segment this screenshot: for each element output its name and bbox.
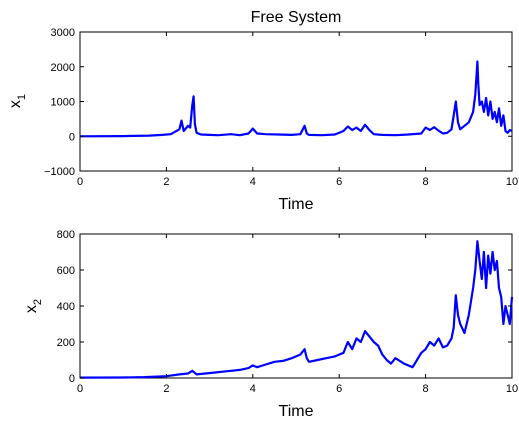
x2-xticks: 0 2 4 6 8 10 — [77, 234, 518, 395]
ytick-label: 2000 — [51, 62, 75, 74]
x1-ylabel-subscript: 1 — [16, 94, 28, 100]
ytick-label: 0 — [69, 373, 75, 385]
ytick-label: 800 — [57, 229, 75, 241]
x1-axes-box — [79, 31, 513, 172]
xtick-label: 0 — [77, 383, 83, 395]
ytick-label: 1000 — [51, 97, 75, 109]
xtick-label: 2 — [163, 176, 169, 188]
xtick-label: 6 — [336, 383, 342, 395]
ytick-label: 600 — [57, 265, 75, 277]
xtick-label: 8 — [423, 383, 429, 395]
figure-title: Free System — [251, 9, 342, 26]
x2-ylabel-subscript: 2 — [32, 299, 44, 305]
x2-axes-box — [79, 233, 513, 379]
x2-xlabel: Time — [279, 403, 314, 420]
xtick-label: 10 — [506, 176, 518, 188]
ytick-label: 400 — [57, 301, 75, 313]
x1-xlabel: Time — [279, 196, 314, 213]
x2-series-line — [79, 240, 514, 379]
xtick-label: 8 — [423, 176, 429, 188]
x1-xticks: 0 2 4 6 8 10 — [77, 32, 518, 188]
x2-yticks: 800 600 400 200 0 — [57, 229, 512, 385]
x2-ylabel: x2 — [23, 299, 44, 313]
xtick-label: 0 — [77, 176, 83, 188]
xtick-label: 4 — [250, 383, 256, 395]
xtick-label: 4 — [250, 176, 256, 188]
ytick-label: 3000 — [51, 27, 75, 39]
xtick-label: 10 — [506, 383, 518, 395]
x1-series-line — [79, 60, 513, 138]
ytick-label: 200 — [57, 337, 75, 349]
x1-yticks: 3000 2000 1000 0 −1000 — [44, 27, 512, 178]
xtick-label: 6 — [336, 176, 342, 188]
ytick-label: −1000 — [44, 166, 75, 178]
ytick-label: 0 — [69, 131, 75, 143]
subplot-x2: 0 2 4 6 8 10 800 600 400 200 0 Time x2 — [23, 229, 518, 420]
xtick-label: 2 — [163, 383, 169, 395]
x1-ylabel: x1 — [7, 94, 28, 108]
